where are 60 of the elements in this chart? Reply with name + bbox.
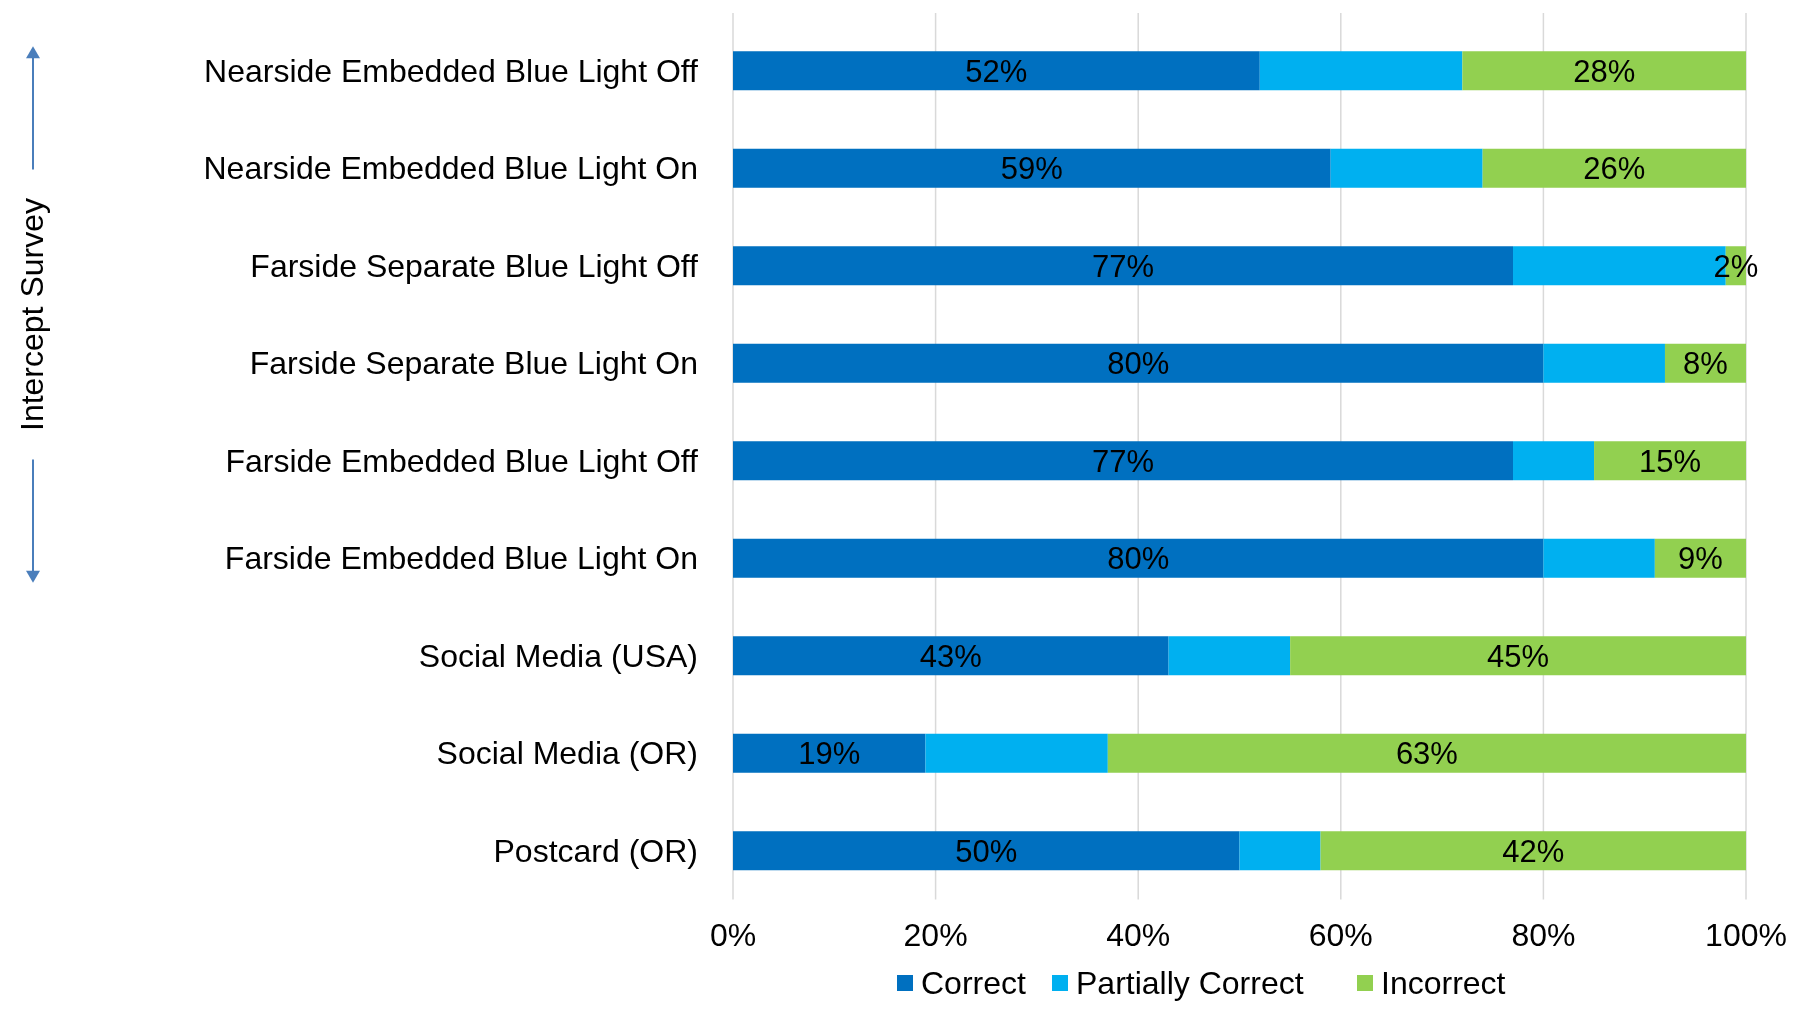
- data-label: 9%: [1678, 541, 1723, 577]
- x-tick-label: 60%: [1308, 917, 1373, 954]
- legend-label: Correct: [921, 965, 1027, 1002]
- bar: [733, 538, 1544, 578]
- bar: [733, 831, 1240, 871]
- y-tick-label: Farside Separate Blue Light On: [249, 345, 698, 382]
- legend-label: Partially Correct: [1076, 965, 1304, 1002]
- x-tick-label: 100%: [1705, 917, 1787, 954]
- data-label: 28%: [1573, 53, 1636, 89]
- bar: [1320, 831, 1746, 871]
- x-tick-label: 0%: [709, 917, 757, 954]
- bar: [733, 441, 1514, 481]
- y-tick-label: Nearside Embedded Blue Light Off: [204, 52, 699, 89]
- bar: [1594, 441, 1746, 481]
- x-tick-label: 40%: [1106, 917, 1171, 954]
- bar: [1290, 636, 1746, 676]
- bar: [1543, 538, 1655, 578]
- x-tick-label: 20%: [903, 917, 968, 954]
- bar: [1168, 636, 1291, 676]
- data-label: 19%: [798, 736, 861, 772]
- bar: [733, 148, 1331, 188]
- data-label: 63%: [1395, 736, 1458, 772]
- bar: [733, 246, 1514, 286]
- data-label: 43%: [919, 638, 982, 674]
- bar: [1543, 343, 1665, 383]
- legend-label: Incorrect: [1381, 965, 1506, 1002]
- bar: [1513, 441, 1595, 481]
- data-label: 26%: [1583, 151, 1646, 187]
- text: Intercept Survey: [14, 198, 50, 431]
- data-label: 77%: [1091, 248, 1155, 284]
- x-tick-label: 80%: [1511, 917, 1576, 954]
- data-label: 80%: [1107, 541, 1170, 577]
- y-tick-label: Social Media (USA): [418, 637, 698, 674]
- data-label: 42%: [1502, 833, 1565, 869]
- bar: [1462, 51, 1746, 91]
- bar: [1239, 831, 1321, 871]
- data-label: 50%: [955, 833, 1018, 869]
- bar: [733, 343, 1544, 383]
- data-label: 45%: [1487, 638, 1550, 674]
- y-tick-label: Farside Embedded Blue Light Off: [225, 442, 699, 479]
- bar: [925, 733, 1108, 773]
- bar: [1330, 148, 1483, 188]
- data-label: 59%: [1000, 151, 1063, 187]
- bar: [733, 733, 926, 773]
- y-tick-label: Postcard (OR): [493, 832, 698, 869]
- y-tick-label: Nearside Embedded Blue Light On: [203, 150, 698, 187]
- bar: [733, 51, 1260, 91]
- data-label: 2%: [1713, 248, 1759, 284]
- bar: [1107, 733, 1746, 773]
- data-label: 52%: [965, 53, 1028, 89]
- y-tick-label: Farside Embedded Blue Light On: [224, 540, 698, 577]
- data-label: 8%: [1683, 346, 1728, 382]
- data-label: 15%: [1639, 443, 1702, 479]
- bar: [1259, 51, 1463, 91]
- y-tick-label: Social Media (OR): [436, 735, 698, 772]
- y-tick-label: Farside Separate Blue Light Off: [250, 247, 699, 284]
- data-label: 80%: [1107, 346, 1170, 382]
- bar: [1482, 148, 1746, 188]
- data-label: 77%: [1091, 443, 1155, 479]
- bar: [733, 636, 1169, 676]
